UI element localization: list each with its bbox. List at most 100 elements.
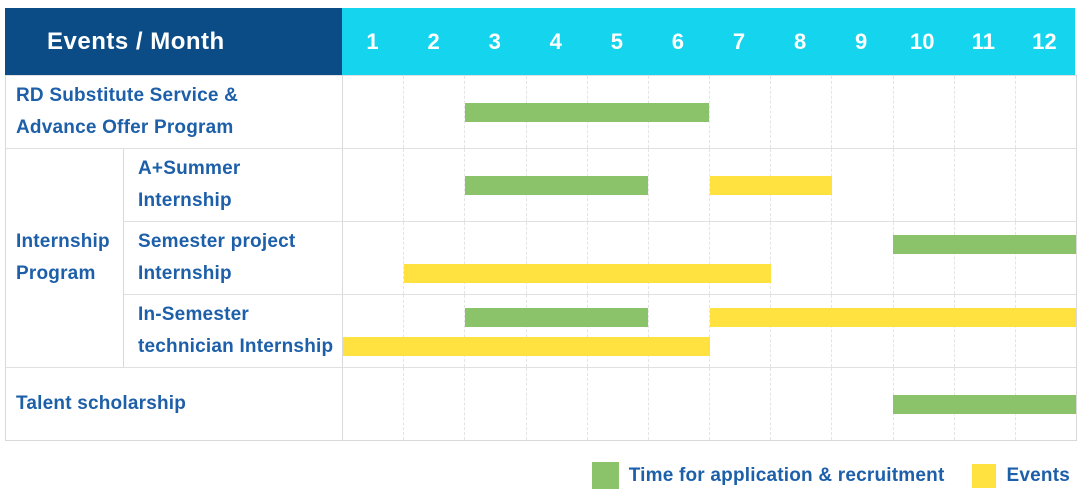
- row-label-text: RD Substitute Service & Advance Offer Pr…: [16, 85, 239, 138]
- month-label: 3: [488, 28, 501, 54]
- month-label: 1: [366, 28, 379, 54]
- gantt-bar-green: [892, 395, 1076, 414]
- gantt-bar-green: [465, 176, 649, 195]
- month-column: [403, 222, 464, 294]
- month-column: [525, 222, 587, 294]
- gantt-table: Events / Month 1 2 3 4 5 6 7 8 9 10 11 12 RD Substi…: [5, 8, 1077, 441]
- events-month-title: Events / Month: [47, 27, 225, 55]
- gantt-bar-yellow: [404, 264, 771, 283]
- row-group-internship-program: Internship Program: [6, 148, 124, 367]
- month-column: [403, 295, 464, 367]
- month-column: [770, 76, 831, 148]
- month-label: 11: [971, 28, 995, 54]
- month-column: [343, 295, 403, 367]
- month-column: [831, 149, 892, 221]
- row-label-in-semester-technician-internship: In-Semester technician Internship: [124, 294, 343, 367]
- month-column: [892, 76, 954, 148]
- month-column: [647, 222, 709, 294]
- month-column: [770, 222, 831, 294]
- chart-row-talent-scholarship: [343, 367, 1076, 440]
- month-column: [1014, 149, 1076, 221]
- month-column: [1014, 222, 1076, 294]
- chart-row-semester-project-internship: [343, 221, 1076, 294]
- legend-yellow-swatch: [972, 463, 997, 488]
- gantt-bar-yellow: [709, 176, 832, 195]
- month-column: [831, 295, 892, 367]
- month-label: 2: [427, 28, 440, 54]
- gantt-bar-yellow: [343, 337, 710, 356]
- month-column: [403, 76, 464, 148]
- month-label: 10: [910, 28, 935, 54]
- month-label: 4: [549, 28, 562, 54]
- month-column: [343, 149, 403, 221]
- month-column: [586, 222, 648, 294]
- legend-yellow-label: Events: [1006, 464, 1070, 486]
- table-header-row: Events / Month 1 2 3 4 5 6 7 8 9 10 11 12: [5, 8, 1075, 75]
- month-label: 9: [855, 28, 868, 54]
- row-label-text: Talent scholarship: [16, 393, 187, 414]
- month-gridlines: [343, 76, 1076, 148]
- row-label-text: In-Semester technician Internship: [138, 304, 334, 357]
- legend-green-label: Time for application & recruitment: [628, 464, 945, 486]
- month-column: [464, 149, 525, 221]
- month-label: 5: [610, 28, 623, 54]
- month-column: [525, 368, 587, 440]
- month-column: [892, 149, 954, 221]
- gantt-bar-green: [465, 103, 710, 122]
- month-column: [770, 368, 831, 440]
- month-column: [464, 76, 525, 148]
- month-gridlines: [343, 222, 1076, 294]
- row-label-text: Semester project Internship: [138, 231, 296, 284]
- month-column: [343, 222, 403, 294]
- month-column: [892, 295, 954, 367]
- month-column: [403, 149, 464, 221]
- month-column: [831, 76, 892, 148]
- row-label-talent-scholarship: Talent scholarship: [6, 367, 343, 440]
- month-column: [464, 368, 525, 440]
- gantt-bar-green: [892, 235, 1076, 254]
- month-column: [709, 76, 770, 148]
- month-label: 12: [1032, 28, 1057, 54]
- month-column: [586, 368, 648, 440]
- month-column: [953, 76, 1015, 148]
- month-column: [1014, 295, 1076, 367]
- legend: Time for application & recruitment Event…: [591, 462, 1070, 489]
- month-column: [892, 222, 954, 294]
- gantt-bar-yellow: [709, 308, 1076, 327]
- month-column: [709, 368, 770, 440]
- month-column: [953, 295, 1015, 367]
- month-gridlines: [343, 295, 1076, 367]
- month-column: [403, 368, 464, 440]
- month-column: [647, 368, 709, 440]
- month-column: [709, 295, 770, 367]
- group-label-text: Internship Program: [16, 231, 110, 284]
- row-label-semester-project-internship: Semester project Internship: [124, 221, 343, 294]
- month-column: [647, 149, 709, 221]
- month-column: [464, 222, 525, 294]
- month-axis: 1 2 3 4 5 6 7 8 9 10 11 12: [342, 8, 1075, 75]
- month-column: [464, 295, 525, 367]
- table-body: RD Substitute Service & Advance Offer Pr…: [5, 75, 1077, 441]
- chart-row-in-semester-technician-internship: [343, 294, 1076, 367]
- month-label: 7: [732, 28, 746, 54]
- month-label: 8: [793, 28, 807, 54]
- month-column: [953, 149, 1015, 221]
- month-column: [525, 295, 587, 367]
- row-label-text: A+Summer Internship: [138, 158, 241, 211]
- gantt-bar-green: [465, 308, 649, 327]
- month-column: [586, 295, 648, 367]
- chart-row-a-summer-internship: [343, 148, 1076, 221]
- month-column: [343, 76, 403, 148]
- chart-row-rd-substitute-service: [343, 75, 1076, 148]
- month-column: [770, 295, 831, 367]
- month-column: [647, 295, 709, 367]
- month-column: [1014, 76, 1076, 148]
- row-label-a-summer-internship: A+Summer Internship: [124, 148, 343, 221]
- month-column: [343, 368, 403, 440]
- legend-green-swatch: [591, 462, 619, 489]
- row-label-rd-substitute-service: RD Substitute Service & Advance Offer Pr…: [6, 75, 343, 148]
- month-label: 6: [671, 28, 685, 54]
- events-month-header-cell: Events / Month: [5, 8, 342, 75]
- month-column: [953, 222, 1015, 294]
